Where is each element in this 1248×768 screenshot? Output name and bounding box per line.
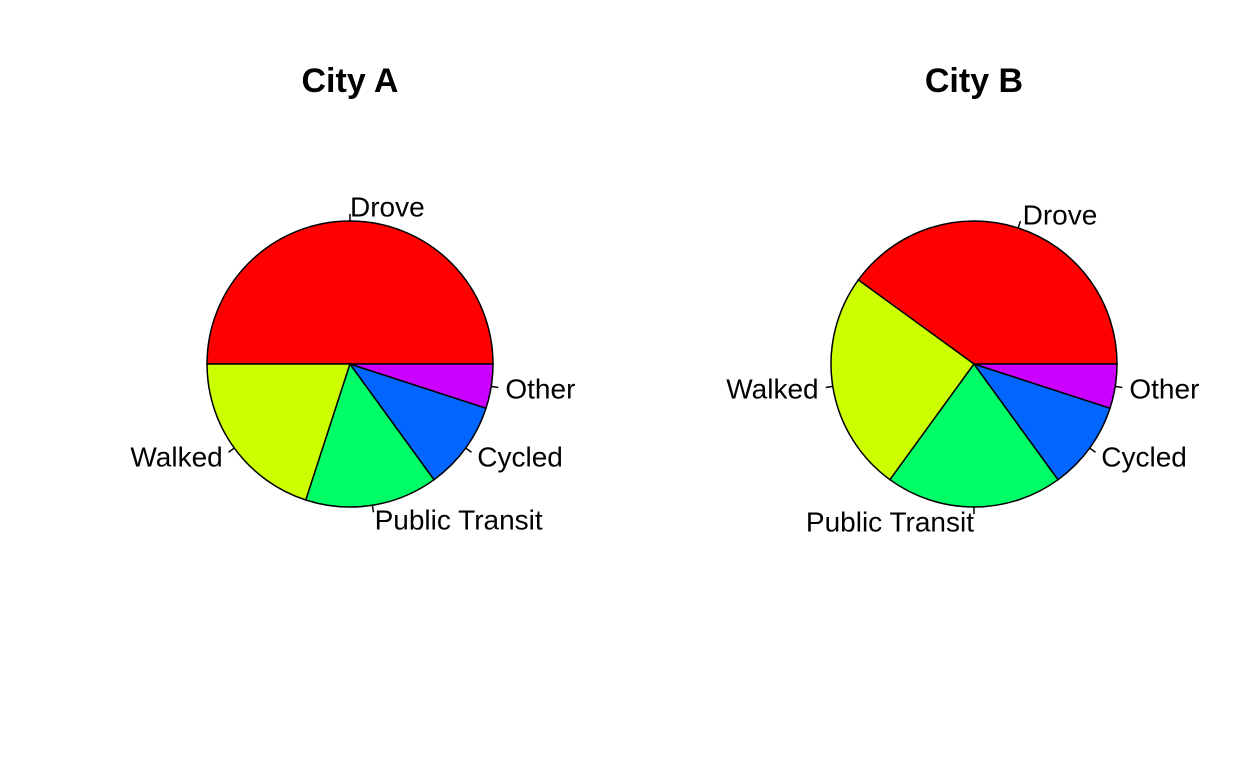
slice-label-public-transit: Public Transit [806, 506, 974, 537]
label-leader-line [371, 505, 375, 513]
pie-labels: Drove Walked Public Transit Cycled Other [130, 192, 575, 536]
pie-labels: Drove Walked Public Transit Cycled Other [726, 199, 1199, 537]
pie-slices [830, 220, 1118, 508]
pie-slice-walked [830, 278, 976, 481]
pie-slice-other [973, 363, 1118, 410]
slice-label-cycled: Cycled [477, 441, 563, 472]
label-leader-line [1017, 220, 1022, 229]
pie-slice-cycled [972, 362, 1111, 481]
pie-slice-other [349, 363, 494, 410]
pie-panel-city-a: City A Drove Walked Public Transit Cycled Ot… [130, 62, 575, 535]
pie-slice-walked [206, 363, 352, 501]
pie-slices [206, 220, 494, 508]
slice-label-drove: Drove [350, 192, 425, 223]
pie-slice-public-transit [304, 362, 436, 508]
chart-title: City A [302, 62, 399, 100]
pie-slice-cycled [348, 362, 487, 481]
label-leader-line [1115, 385, 1123, 389]
slice-label-other: Other [1129, 374, 1199, 405]
slice-label-other: Other [505, 374, 575, 405]
pie-slice-public-transit [888, 362, 1060, 508]
pie-slice-drove [857, 220, 1118, 365]
label-leader-line [465, 447, 472, 453]
slice-label-drove: Drove [1023, 199, 1098, 230]
label-leader-line [825, 385, 833, 389]
label-leader-line [1089, 447, 1096, 453]
label-leader-line [491, 385, 499, 389]
label-leader-line [228, 447, 235, 453]
pie-panel-city-b: City B Drove Walked Public Transit Cycled Ot… [726, 62, 1199, 537]
slice-label-walked: Walked [726, 374, 818, 405]
slice-label-public-transit: Public Transit [375, 504, 543, 535]
chart-title: City B [925, 62, 1023, 100]
slice-label-walked: Walked [130, 441, 222, 472]
slice-label-cycled: Cycled [1101, 441, 1187, 472]
